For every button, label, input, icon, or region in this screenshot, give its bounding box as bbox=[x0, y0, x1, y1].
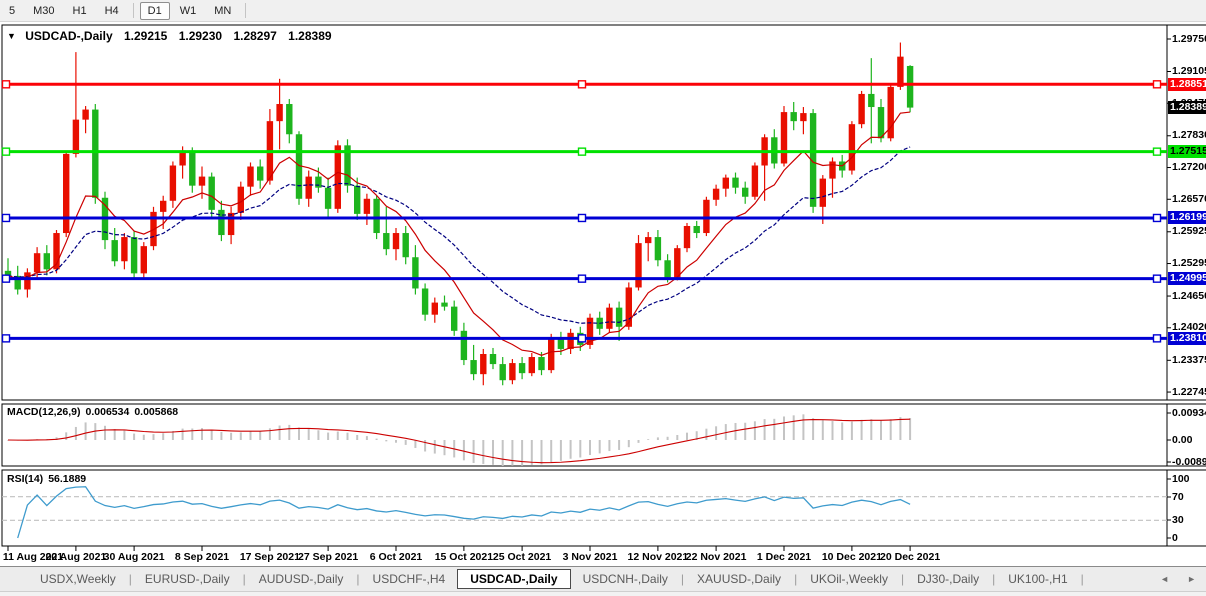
hline-handle[interactable] bbox=[1, 213, 11, 223]
rsi-indicator-label: RSI(14) 56.1889 bbox=[7, 473, 91, 485]
tab-separator: | bbox=[900, 572, 905, 586]
chart-title: ▼ USDCAD-,Daily 1.29215 1.29230 1.28297 … bbox=[7, 29, 332, 43]
hline-handle[interactable] bbox=[1152, 213, 1162, 223]
hline-handle[interactable] bbox=[1, 274, 11, 283]
timeframe-button-d1[interactable]: D1 bbox=[139, 1, 170, 20]
chart-tab-eurusd-daily[interactable]: EURUSD-,Daily bbox=[144, 572, 230, 586]
symbol-dropdown-icon[interactable]: ▼ bbox=[7, 31, 16, 41]
ohlc-high: 1.29230 bbox=[178, 29, 223, 43]
hline-handle[interactable] bbox=[577, 274, 587, 283]
tab-separator: | bbox=[356, 572, 360, 586]
tab-separator: | bbox=[128, 572, 132, 586]
macd-signal-line bbox=[7, 418, 911, 464]
hline-handle[interactable] bbox=[577, 147, 587, 156]
tab-scroll-right-icon[interactable]: ► bbox=[1187, 574, 1196, 584]
chart-tab-dj30-daily[interactable]: DJ30-,Daily bbox=[917, 572, 980, 586]
chart-tab-xauusd-daily[interactable]: XAUUSD-,Daily bbox=[697, 572, 782, 586]
hline-handle[interactable] bbox=[1, 334, 11, 343]
status-strip bbox=[0, 591, 1206, 596]
timeframe-button-5[interactable]: 5 bbox=[9, 4, 16, 17]
timeframe-button-h1[interactable]: H1 bbox=[72, 4, 87, 17]
toolbar-separator bbox=[132, 3, 134, 18]
panel-frame bbox=[1, 469, 1168, 547]
ohlc-close: 1.28389 bbox=[288, 29, 332, 43]
tab-scroll-arrows: ◄ ► bbox=[1142, 574, 1196, 584]
timeframe-button-w1[interactable]: W1 bbox=[179, 4, 197, 17]
timeframe-toolbar: 5 M30 H1 H4 D1 W1 MN bbox=[0, 0, 1206, 22]
chart-tab-usdx-weekly[interactable]: USDX,Weekly bbox=[40, 572, 116, 586]
tab-scroll-left-icon[interactable]: ◄ bbox=[1160, 574, 1170, 584]
ohlc-open: 1.29215 bbox=[123, 29, 168, 43]
chart-tab-usdcnh-daily[interactable]: USDCNH-,Daily bbox=[582, 572, 668, 586]
hline-handle[interactable] bbox=[577, 334, 587, 343]
tab-separator: | bbox=[242, 572, 246, 586]
ohlc-low: 1.28297 bbox=[233, 29, 277, 43]
macd-name: MACD(12,26,9) bbox=[7, 406, 81, 418]
tab-separator: | bbox=[1080, 572, 1084, 586]
hline-handle[interactable] bbox=[1152, 274, 1162, 283]
tab-separator: | bbox=[992, 572, 996, 586]
chart-tab-usdcad-daily[interactable]: USDCAD-,Daily bbox=[457, 569, 571, 589]
chart-tab-audusd-daily[interactable]: AUDUSD-,Daily bbox=[258, 572, 344, 586]
hline-handle[interactable] bbox=[1152, 147, 1162, 156]
rsi-name: RSI(14) bbox=[7, 473, 44, 485]
hline-handle[interactable] bbox=[1, 147, 11, 156]
hline-handle[interactable] bbox=[577, 80, 587, 89]
macd-value-signal: 0.005868 bbox=[134, 406, 179, 418]
ma-fast-line bbox=[7, 111, 911, 356]
macd-indicator-label: MACD(12,26,9) 0.006534 0.005868 bbox=[7, 406, 183, 418]
ma-slow-line bbox=[7, 146, 911, 324]
chart-tab-usdchf-h4[interactable]: USDCHF-,H4 bbox=[372, 572, 446, 586]
toolbar-separator bbox=[245, 3, 247, 18]
timeframe-button-mn[interactable]: MN bbox=[214, 4, 232, 17]
hline-handle[interactable] bbox=[1, 80, 11, 89]
hline-handle[interactable] bbox=[1152, 80, 1162, 89]
chart-tab-bar: USDX,Weekly | EURUSD-,Daily | AUDUSD-,Daily |… bbox=[0, 566, 1206, 591]
hline-handle[interactable] bbox=[1152, 334, 1162, 343]
timeframe-button-h4[interactable]: H4 bbox=[104, 4, 119, 17]
chart-tab-ukoil-weekly[interactable]: UKOil-,Weekly bbox=[810, 572, 888, 586]
symbol-label: USDCAD-,Daily bbox=[25, 29, 113, 43]
timeframe-button-m30[interactable]: M30 bbox=[33, 4, 55, 17]
hline-handle[interactable] bbox=[577, 213, 587, 223]
panel-frame bbox=[1, 403, 1168, 467]
chart-tab-uk100-h1[interactable]: UK100-,H1 bbox=[1008, 572, 1068, 586]
rsi-line bbox=[17, 486, 911, 539]
tab-separator: | bbox=[794, 572, 798, 586]
rsi-value: 56.1889 bbox=[48, 473, 87, 485]
tab-separator: | bbox=[680, 572, 685, 586]
macd-value-main: 0.006534 bbox=[85, 406, 130, 418]
